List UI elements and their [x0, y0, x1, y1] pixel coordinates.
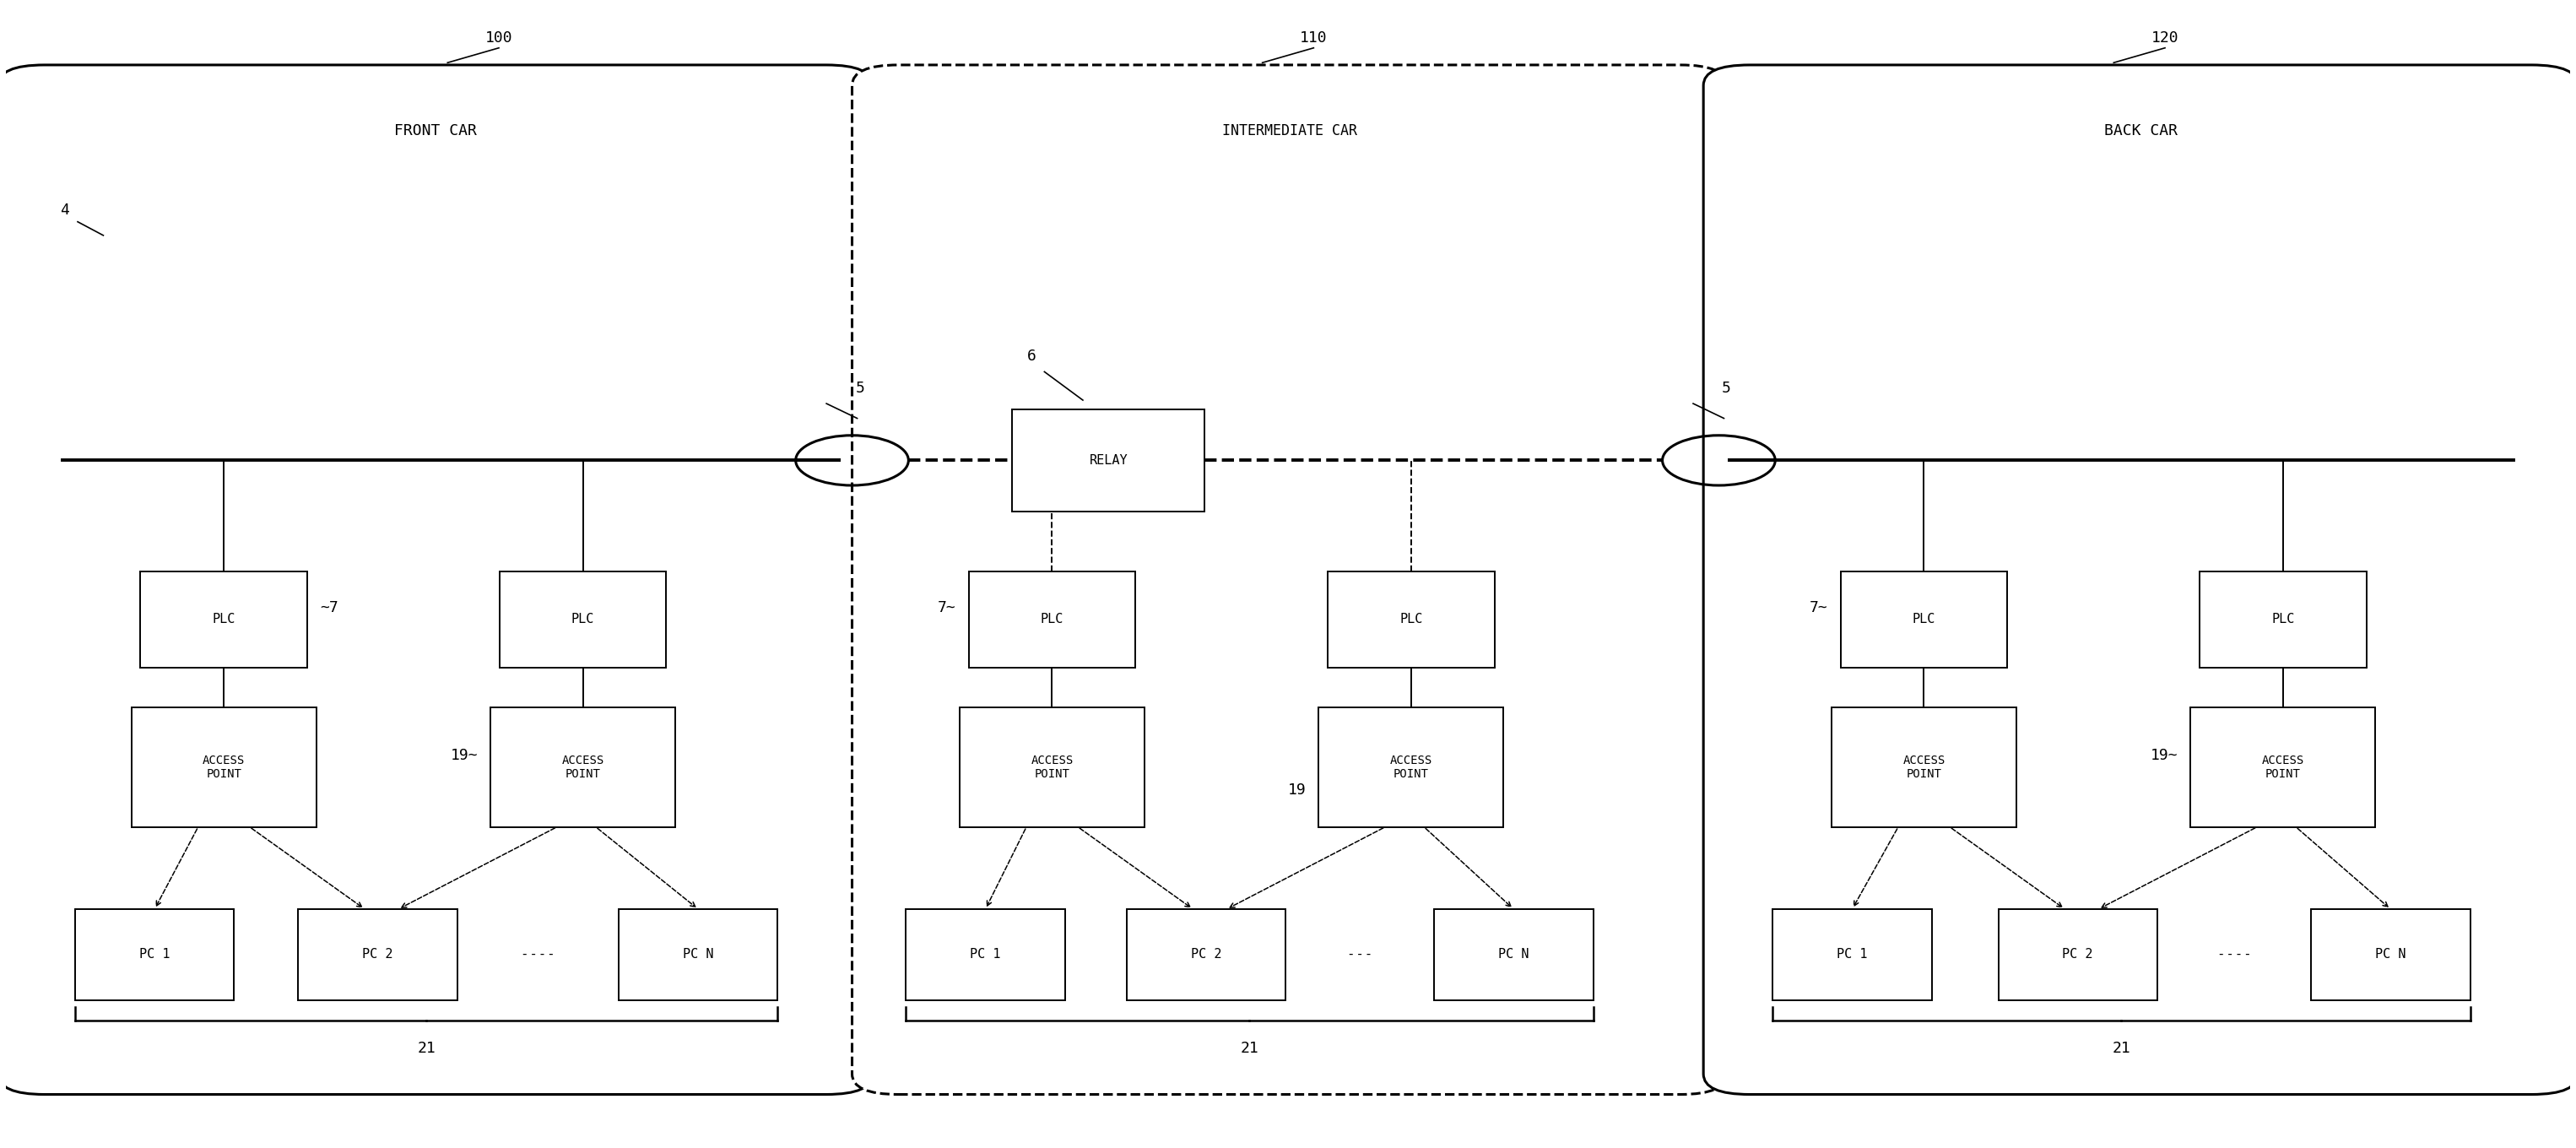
FancyBboxPatch shape: [618, 909, 778, 1000]
FancyBboxPatch shape: [1999, 909, 2156, 1000]
FancyBboxPatch shape: [853, 65, 1726, 1094]
FancyBboxPatch shape: [1327, 572, 1494, 668]
Text: 19~: 19~: [2151, 748, 2177, 763]
FancyBboxPatch shape: [1319, 707, 1504, 827]
FancyBboxPatch shape: [0, 65, 873, 1094]
Text: 19: 19: [1288, 782, 1306, 798]
FancyBboxPatch shape: [489, 707, 675, 827]
FancyBboxPatch shape: [1012, 409, 1206, 512]
Text: 21: 21: [2112, 1041, 2130, 1056]
Text: ~7: ~7: [319, 600, 337, 615]
Text: PC 1: PC 1: [971, 948, 1002, 961]
FancyBboxPatch shape: [2200, 572, 2367, 668]
Text: 6: 6: [1028, 349, 1036, 364]
Text: 120: 120: [2151, 31, 2179, 46]
Text: 19~: 19~: [451, 748, 477, 763]
Text: ACCESS
POINT: ACCESS POINT: [2262, 754, 2303, 779]
Text: 100: 100: [484, 31, 513, 46]
Text: PLC: PLC: [1911, 613, 1935, 626]
FancyBboxPatch shape: [907, 909, 1064, 1000]
FancyBboxPatch shape: [131, 707, 317, 827]
Text: PLC: PLC: [572, 613, 595, 626]
Text: PC 2: PC 2: [2063, 948, 2094, 961]
Text: ACCESS
POINT: ACCESS POINT: [1391, 754, 1432, 779]
Text: PLC: PLC: [1399, 613, 1422, 626]
Text: PC 2: PC 2: [363, 948, 394, 961]
Text: 110: 110: [1301, 31, 1327, 46]
Text: PC N: PC N: [683, 948, 714, 961]
Text: PC N: PC N: [2375, 948, 2406, 961]
FancyBboxPatch shape: [1126, 909, 1285, 1000]
Text: PLC: PLC: [211, 613, 234, 626]
FancyBboxPatch shape: [299, 909, 456, 1000]
Text: 5: 5: [855, 380, 866, 396]
Text: 21: 21: [1242, 1041, 1260, 1056]
Text: FRONT CAR: FRONT CAR: [394, 123, 477, 139]
Text: 21: 21: [417, 1041, 435, 1056]
Text: 7~: 7~: [938, 600, 956, 615]
Text: PLC: PLC: [2272, 613, 2295, 626]
Text: ACCESS
POINT: ACCESS POINT: [204, 754, 245, 779]
Text: - - - -: - - - -: [523, 948, 554, 961]
Text: PC 1: PC 1: [1837, 948, 1868, 961]
FancyBboxPatch shape: [500, 572, 667, 668]
Text: 4: 4: [59, 203, 70, 218]
FancyBboxPatch shape: [2190, 707, 2375, 827]
Text: RELAY: RELAY: [1090, 455, 1128, 467]
Text: 7~: 7~: [1808, 600, 1829, 615]
FancyBboxPatch shape: [969, 572, 1136, 668]
Text: ACCESS
POINT: ACCESS POINT: [1904, 754, 1945, 779]
FancyBboxPatch shape: [1832, 707, 2017, 827]
Text: PC 2: PC 2: [1190, 948, 1221, 961]
FancyBboxPatch shape: [1435, 909, 1592, 1000]
FancyBboxPatch shape: [2311, 909, 2470, 1000]
Text: - - -: - - -: [1350, 948, 1370, 961]
Text: PC 1: PC 1: [139, 948, 170, 961]
Text: 5: 5: [1721, 380, 1731, 396]
FancyBboxPatch shape: [961, 707, 1144, 827]
Text: - - - -: - - - -: [2218, 948, 2249, 961]
Text: BACK CAR: BACK CAR: [2105, 123, 2177, 139]
Text: PLC: PLC: [1041, 613, 1064, 626]
Text: PC N: PC N: [1499, 948, 1530, 961]
FancyBboxPatch shape: [1703, 65, 2576, 1094]
Text: ACCESS
POINT: ACCESS POINT: [562, 754, 603, 779]
FancyBboxPatch shape: [1842, 572, 2007, 668]
FancyBboxPatch shape: [1772, 909, 1932, 1000]
Text: INTERMEDIATE CAR: INTERMEDIATE CAR: [1221, 123, 1358, 139]
Text: ACCESS
POINT: ACCESS POINT: [1030, 754, 1074, 779]
FancyBboxPatch shape: [75, 909, 234, 1000]
FancyBboxPatch shape: [142, 572, 307, 668]
